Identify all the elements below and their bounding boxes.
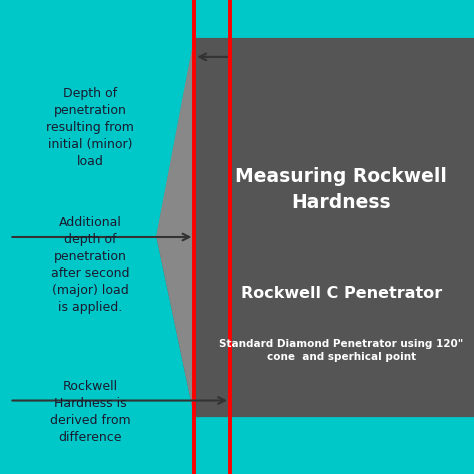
Polygon shape xyxy=(156,38,474,417)
Text: Depth of
penetration
resulting from
initial (minor)
load: Depth of penetration resulting from init… xyxy=(46,88,134,168)
Text: Rockwell C Penetrator: Rockwell C Penetrator xyxy=(241,286,442,301)
Polygon shape xyxy=(156,237,194,417)
Text: Standard Diamond Penetrator using 120"
cone  and sperhical point: Standard Diamond Penetrator using 120" c… xyxy=(219,339,464,362)
Polygon shape xyxy=(156,38,194,237)
Text: Additional
depth of
penetration
after second
(major) load
is applied.: Additional depth of penetration after se… xyxy=(51,217,129,314)
Text: Measuring Rockwell
Hardness: Measuring Rockwell Hardness xyxy=(236,167,447,212)
Text: Rockwell
Hardness is
derived from
difference: Rockwell Hardness is derived from differ… xyxy=(50,380,130,445)
